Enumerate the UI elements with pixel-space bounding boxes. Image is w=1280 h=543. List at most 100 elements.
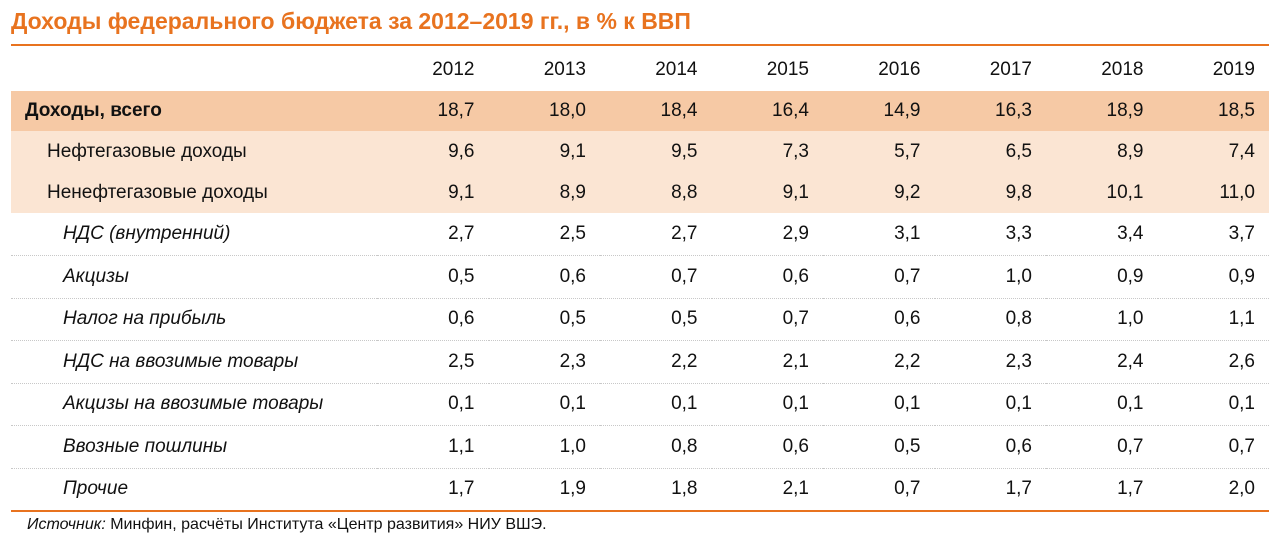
value-cell: 9,8	[1005, 181, 1032, 203]
row-label: НДС на ввозимые товары	[11, 340, 377, 384]
table-row-total-revenue: Доходы, всего 18,7 18,0 18,4 16,4 14,9 1…	[11, 91, 1269, 131]
value-cell: 11,0	[1219, 181, 1255, 203]
year-header: 2015	[766, 59, 809, 80]
value-cell: 2,2	[823, 340, 935, 384]
year-header: 2019	[1212, 59, 1255, 80]
budget-revenue-table: 2012 2013 2014 2015 2016 2017 2018 2019 …	[11, 49, 1269, 512]
value-cell: 9,1	[448, 181, 475, 203]
row-label: Прочие	[11, 468, 377, 512]
value-cell: 2,5	[377, 340, 489, 384]
value-cell: 2,1	[711, 468, 823, 512]
value-cell: 2,6	[1157, 340, 1269, 384]
table-row-non-oil-gas-revenue: Ненефтегазовые доходы 9,1 8,9 8,8 9,1 9,…	[11, 172, 1269, 213]
value-cell: 14,9	[883, 100, 921, 121]
value-cell: 8,8	[671, 181, 698, 203]
row-label: Акцизы	[11, 255, 377, 299]
value-cell: 9,2	[894, 181, 921, 203]
value-cell: 0,6	[488, 255, 600, 299]
value-cell: 2,4	[1046, 340, 1158, 384]
table-header-row: 2012 2013 2014 2015 2016 2017 2018 2019	[11, 49, 1269, 91]
year-header: 2013	[543, 59, 586, 80]
value-cell: 3,4	[1046, 213, 1158, 256]
row-label: Нефтегазовые доходы	[47, 140, 247, 162]
row-label: Налог на прибыль	[11, 298, 377, 341]
value-cell: 5,7	[894, 140, 921, 162]
value-cell: 0,1	[488, 383, 600, 426]
value-cell: 1,0	[934, 255, 1046, 299]
value-cell: 1,9	[488, 468, 600, 512]
value-cell: 0,5	[823, 425, 935, 469]
table-row-import-excises: Акцизы на ввозимые товары 0,1 0,1 0,1 0,…	[11, 383, 1269, 426]
value-cell: 0,6	[377, 298, 489, 341]
row-label: НДС (внутренний)	[11, 213, 377, 256]
value-cell: 16,4	[772, 100, 809, 121]
value-cell: 0,7	[600, 255, 712, 299]
value-cell: 1,7	[934, 468, 1046, 512]
row-label: Доходы, всего	[25, 100, 162, 121]
value-cell: 0,1	[600, 383, 712, 426]
value-cell: 2,5	[488, 213, 600, 256]
value-cell: 18,9	[1106, 100, 1144, 121]
source-note: Источник: Минфин, расчёты Института «Цен…	[27, 516, 547, 534]
value-cell: 9,1	[559, 140, 586, 162]
value-cell: 7,4	[1228, 140, 1255, 162]
value-cell: 18,0	[549, 100, 586, 121]
value-cell: 1,0	[1046, 298, 1158, 341]
year-header: 2018	[1101, 59, 1144, 80]
table-row-import-vat: НДС на ввозимые товары 2,5 2,3 2,2 2,1 2…	[11, 340, 1269, 384]
value-cell: 18,4	[660, 100, 698, 121]
year-header: 2014	[655, 59, 698, 80]
page-title: Доходы федерального бюджета за 2012–2019…	[11, 8, 691, 34]
value-cell: 18,7	[437, 100, 475, 121]
value-cell: 1,1	[1157, 298, 1269, 341]
value-cell: 0,5	[377, 255, 489, 299]
table-row-other: Прочие 1,7 1,9 1,8 2,1 0,7 1,7 1,7 2,0	[11, 468, 1269, 512]
table-row-excises: Акцизы 0,5 0,6 0,7 0,6 0,7 1,0 0,9 0,9	[11, 255, 1269, 299]
source-text: Минфин, расчёты Института «Центр развити…	[105, 516, 547, 533]
row-label: Ввозные пошлины	[11, 425, 377, 469]
value-cell: 3,3	[934, 213, 1046, 256]
table-row-profit-tax: Налог на прибыль 0,6 0,5 0,5 0,7 0,6 0,8…	[11, 298, 1269, 341]
value-cell: 0,9	[1157, 255, 1269, 299]
title-divider	[11, 44, 1269, 46]
value-cell: 3,7	[1157, 213, 1269, 256]
value-cell: 0,8	[934, 298, 1046, 341]
value-cell: 2,3	[934, 340, 1046, 384]
value-cell: 0,7	[711, 298, 823, 341]
value-cell: 9,5	[671, 140, 698, 162]
value-cell: 0,9	[1046, 255, 1158, 299]
value-cell: 0,1	[377, 383, 489, 426]
value-cell: 1,1	[377, 425, 489, 469]
row-label: Ненефтегазовые доходы	[47, 181, 268, 203]
value-cell: 2,3	[488, 340, 600, 384]
value-cell: 0,7	[1157, 425, 1269, 469]
year-header: 2016	[878, 59, 921, 80]
value-cell: 2,0	[1157, 468, 1269, 512]
value-cell: 0,6	[934, 425, 1046, 469]
year-header: 2017	[989, 59, 1032, 80]
value-cell: 1,0	[488, 425, 600, 469]
value-cell: 6,5	[1005, 140, 1032, 162]
value-cell: 0,1	[823, 383, 935, 426]
value-cell: 16,3	[995, 100, 1032, 121]
value-cell: 3,1	[823, 213, 935, 256]
value-cell: 0,1	[934, 383, 1046, 426]
value-cell: 2,7	[600, 213, 712, 256]
value-cell: 0,5	[600, 298, 712, 341]
value-cell: 1,8	[600, 468, 712, 512]
value-cell: 0,6	[711, 425, 823, 469]
value-cell: 1,7	[377, 468, 489, 512]
value-cell: 0,6	[823, 298, 935, 341]
value-cell: 8,9	[1117, 140, 1144, 162]
value-cell: 0,1	[1046, 383, 1158, 426]
value-cell: 10,1	[1106, 181, 1144, 203]
source-label: Источник:	[27, 516, 106, 533]
value-cell: 18,5	[1218, 100, 1255, 121]
table-row-import-duties: Ввозные пошлины 1,1 1,0 0,8 0,6 0,5 0,6 …	[11, 425, 1269, 469]
value-cell: 0,7	[823, 468, 935, 512]
value-cell: 1,7	[1046, 468, 1158, 512]
value-cell: 2,1	[711, 340, 823, 384]
value-cell: 2,9	[711, 213, 823, 256]
value-cell: 9,1	[782, 181, 809, 203]
table-row-domestic-vat: НДС (внутренний) 2,7 2,5 2,7 2,9 3,1 3,3…	[11, 213, 1269, 256]
